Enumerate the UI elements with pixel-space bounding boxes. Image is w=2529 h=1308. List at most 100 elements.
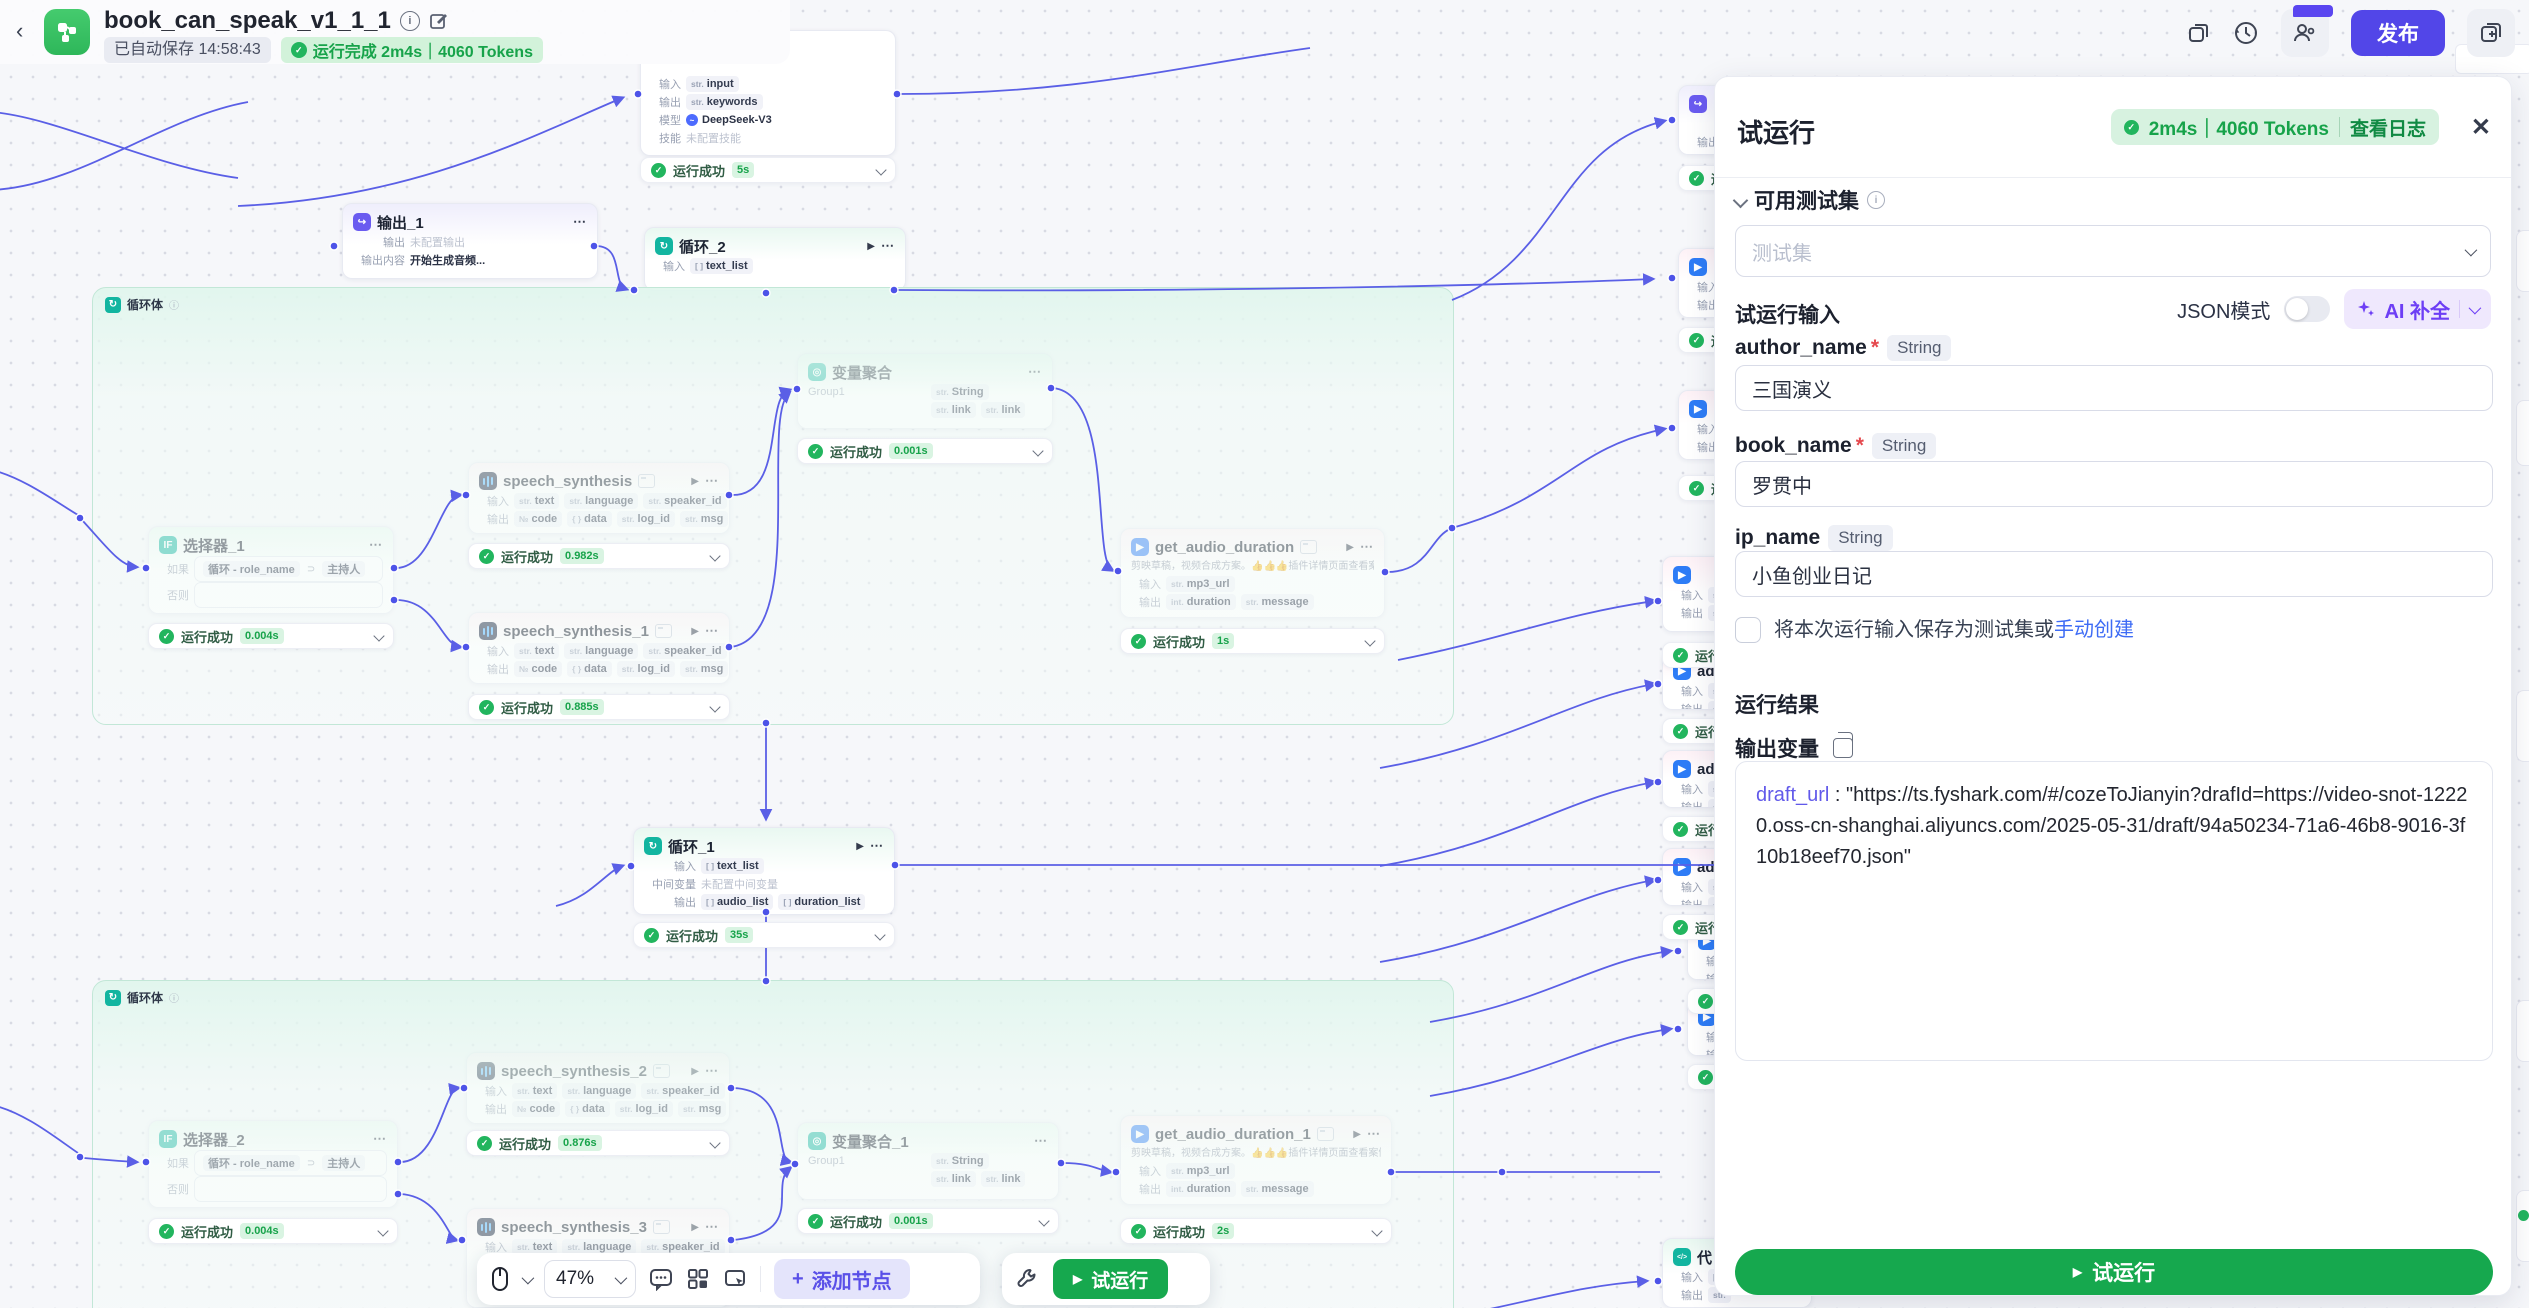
panel-toggle-button[interactable]: [2467, 9, 2515, 57]
expand-chevron-icon[interactable]: [377, 1225, 389, 1237]
node-fragment: [2516, 230, 2529, 292]
node-title: ad: [1697, 760, 1715, 778]
json-mode-toggle[interactable]: [2284, 296, 2331, 322]
node-row: 输入[ ] text_list: [644, 857, 884, 875]
node-status-speech_synthesis_2[interactable]: ✓ 运行成功 0.876s: [466, 1130, 730, 1156]
collapse-chevron-icon[interactable]: [1732, 192, 1749, 208]
container-label: 循环体: [127, 298, 164, 312]
info-icon[interactable]: i: [399, 11, 420, 31]
node-output_1[interactable]: ↪ 输出_1 ⋯ 输出 未配置输出 输出内容 开始生成音频...: [342, 203, 598, 279]
field-label-book-name: book_name * String: [1735, 433, 1937, 459]
node-status-loop_1[interactable]: ✓ 运行成功 35s: [633, 922, 895, 948]
test-run-button[interactable]: ▶ 试运行: [1053, 1259, 1169, 1299]
field-label-author-name: author_name * String: [1735, 335, 1952, 361]
node-row: 输出 str. keywords: [651, 93, 885, 111]
add-node-button[interactable]: + 添加节点: [774, 1259, 910, 1299]
ai-complete-button[interactable]: AI 补全: [2344, 289, 2491, 329]
loop-icon: ↻: [105, 989, 121, 1006]
node-run-icon[interactable]: ▶: [867, 240, 875, 252]
workflow-logo: [44, 9, 90, 55]
comment-icon[interactable]: [649, 1267, 673, 1291]
node-status-selector_2[interactable]: ✓ 运行成功 0.004s: [148, 1218, 398, 1244]
expand-chevron-icon[interactable]: [1038, 1215, 1050, 1227]
expand-chevron-icon[interactable]: [709, 1137, 721, 1149]
node-status-llm_1[interactable]: ✓ 运行成功 5s: [640, 157, 896, 183]
edit-icon[interactable]: [429, 11, 449, 31]
node-status-agg_1[interactable]: ✓ 运行成功 0.001s: [797, 1208, 1059, 1234]
mouse-mode-icon[interactable]: [491, 1266, 509, 1292]
manual-create-link[interactable]: 手动创建: [2054, 619, 2134, 641]
copy-icon[interactable]: [1833, 732, 1853, 758]
history-icon[interactable]: [2233, 20, 2259, 46]
zoom-chevron-icon: [614, 1271, 628, 1284]
run-result-badge: ✓ 2m4s｜4060 Tokens 查看日志: [2110, 109, 2439, 145]
save-as-testset-label: 将本次运行输入保存为测试集或手动创建: [1774, 619, 2134, 641]
save-as-testset-checkbox[interactable]: [1735, 617, 1761, 643]
testset-select[interactable]: 测试集: [1735, 225, 2491, 277]
node-fragment: [2516, 690, 2529, 762]
loop-node-icon: ↻: [644, 837, 662, 855]
minimap-icon[interactable]: [723, 1267, 747, 1291]
node-run-icon[interactable]: ▶: [856, 840, 864, 852]
sparkle-icon: [2358, 301, 2375, 316]
auto-layout-icon[interactable]: [686, 1267, 710, 1291]
book-name-input[interactable]: [1735, 461, 2493, 507]
expand-chevron-icon[interactable]: [875, 164, 887, 176]
node-status-speech_synthesis_1[interactable]: ✓ 运行成功 0.885s: [468, 694, 730, 720]
node-row: 输出[ ] audio_list[ ] duration_list: [644, 893, 884, 911]
node-status-agg[interactable]: ✓ 运行成功 0.001s: [797, 438, 1053, 464]
type-badge: String: [1887, 335, 1952, 361]
node-row: 输入 str. input: [651, 75, 885, 93]
copy-link-icon[interactable]: [2187, 21, 2211, 45]
node-menu-icon[interactable]: ⋯: [870, 838, 884, 853]
expand-chevron-icon[interactable]: [1032, 445, 1044, 457]
node-fragment: [2516, 1190, 2529, 1262]
play-node-icon: ▶: [1673, 760, 1691, 778]
run-stats: 2m4s｜4060 Tokens: [2148, 118, 2329, 140]
node-menu-icon[interactable]: ⋯: [573, 214, 587, 229]
output-key: draft_url: [1756, 784, 1830, 806]
back-button[interactable]: ‹: [16, 18, 24, 43]
publish-button[interactable]: 发布: [2351, 10, 2445, 56]
param-chip: [ ] text_list: [690, 258, 753, 274]
view-log-link[interactable]: 查看日志: [2349, 118, 2426, 140]
run-status-badge[interactable]: ✓ 运行完成 2m4s｜4060 Tokens: [280, 37, 543, 63]
expand-chevron-icon[interactable]: [709, 701, 721, 713]
author-name-input[interactable]: [1735, 365, 2493, 411]
close-icon[interactable]: ✕: [2470, 114, 2491, 141]
success-check-icon: ✓: [1673, 723, 1688, 739]
collaboration-button[interactable]: [2281, 5, 2333, 57]
expand-chevron-icon[interactable]: [373, 630, 385, 642]
workflow-title: book_can_speak_v1_1_1: [104, 7, 391, 34]
ip-name-input[interactable]: [1735, 551, 2493, 597]
panel-test-run-button[interactable]: ▶ 试运行: [1735, 1249, 2493, 1295]
expand-chevron-icon[interactable]: [1364, 635, 1376, 647]
info-icon: ⓘ: [169, 301, 180, 312]
expand-chevron-icon[interactable]: [1371, 1225, 1383, 1237]
success-check-icon: ✓: [1131, 1223, 1146, 1239]
success-check-icon: ✓: [479, 548, 494, 564]
test-run-panel: 试运行 ✓ 2m4s｜4060 Tokens 查看日志 ✕ 可用测试集 i 测试…: [1714, 76, 2512, 1296]
check-icon: ✓: [290, 42, 307, 58]
node-status-get_audio_duration[interactable]: ✓ 运行成功 1s: [1120, 628, 1385, 654]
mouse-mode-chevron-icon[interactable]: [521, 1271, 535, 1284]
node-status-selector_1[interactable]: ✓ 运行成功 0.004s: [148, 623, 394, 649]
zoom-select[interactable]: 47%: [544, 1260, 636, 1298]
node-title: ad: [1697, 858, 1715, 876]
wrench-icon[interactable]: [1016, 1267, 1040, 1291]
node-status-speech_synthesis[interactable]: ✓ 运行成功 0.982s: [468, 543, 730, 569]
node-row: 模型 ~ DeepSeek-V3: [659, 114, 772, 127]
panel-title: 试运行: [1737, 118, 1816, 148]
play-node-icon: ▶: [1673, 858, 1691, 876]
param-chip: [ ] duration_list: [778, 894, 866, 910]
output-variables-box: draft_url : "https://ts.fyshark.com/#/co…: [1735, 761, 2493, 1061]
expand-chevron-icon[interactable]: [874, 929, 886, 941]
node-loop_1[interactable]: ↻ 循环_1 ▶ ⋯ 输入[ ] text_list 中间变量 未配置中间变量 输出[ ] aud…: [633, 827, 895, 915]
expand-chevron-icon[interactable]: [709, 550, 721, 562]
out-node-icon: ↪: [353, 213, 371, 231]
save-as-testset-row: 将本次运行输入保存为测试集或手动创建: [1735, 617, 2134, 644]
node-status-get_audio_duration_1[interactable]: ✓ 运行成功 2s: [1120, 1218, 1392, 1244]
node-menu-icon[interactable]: ⋯: [881, 238, 895, 253]
